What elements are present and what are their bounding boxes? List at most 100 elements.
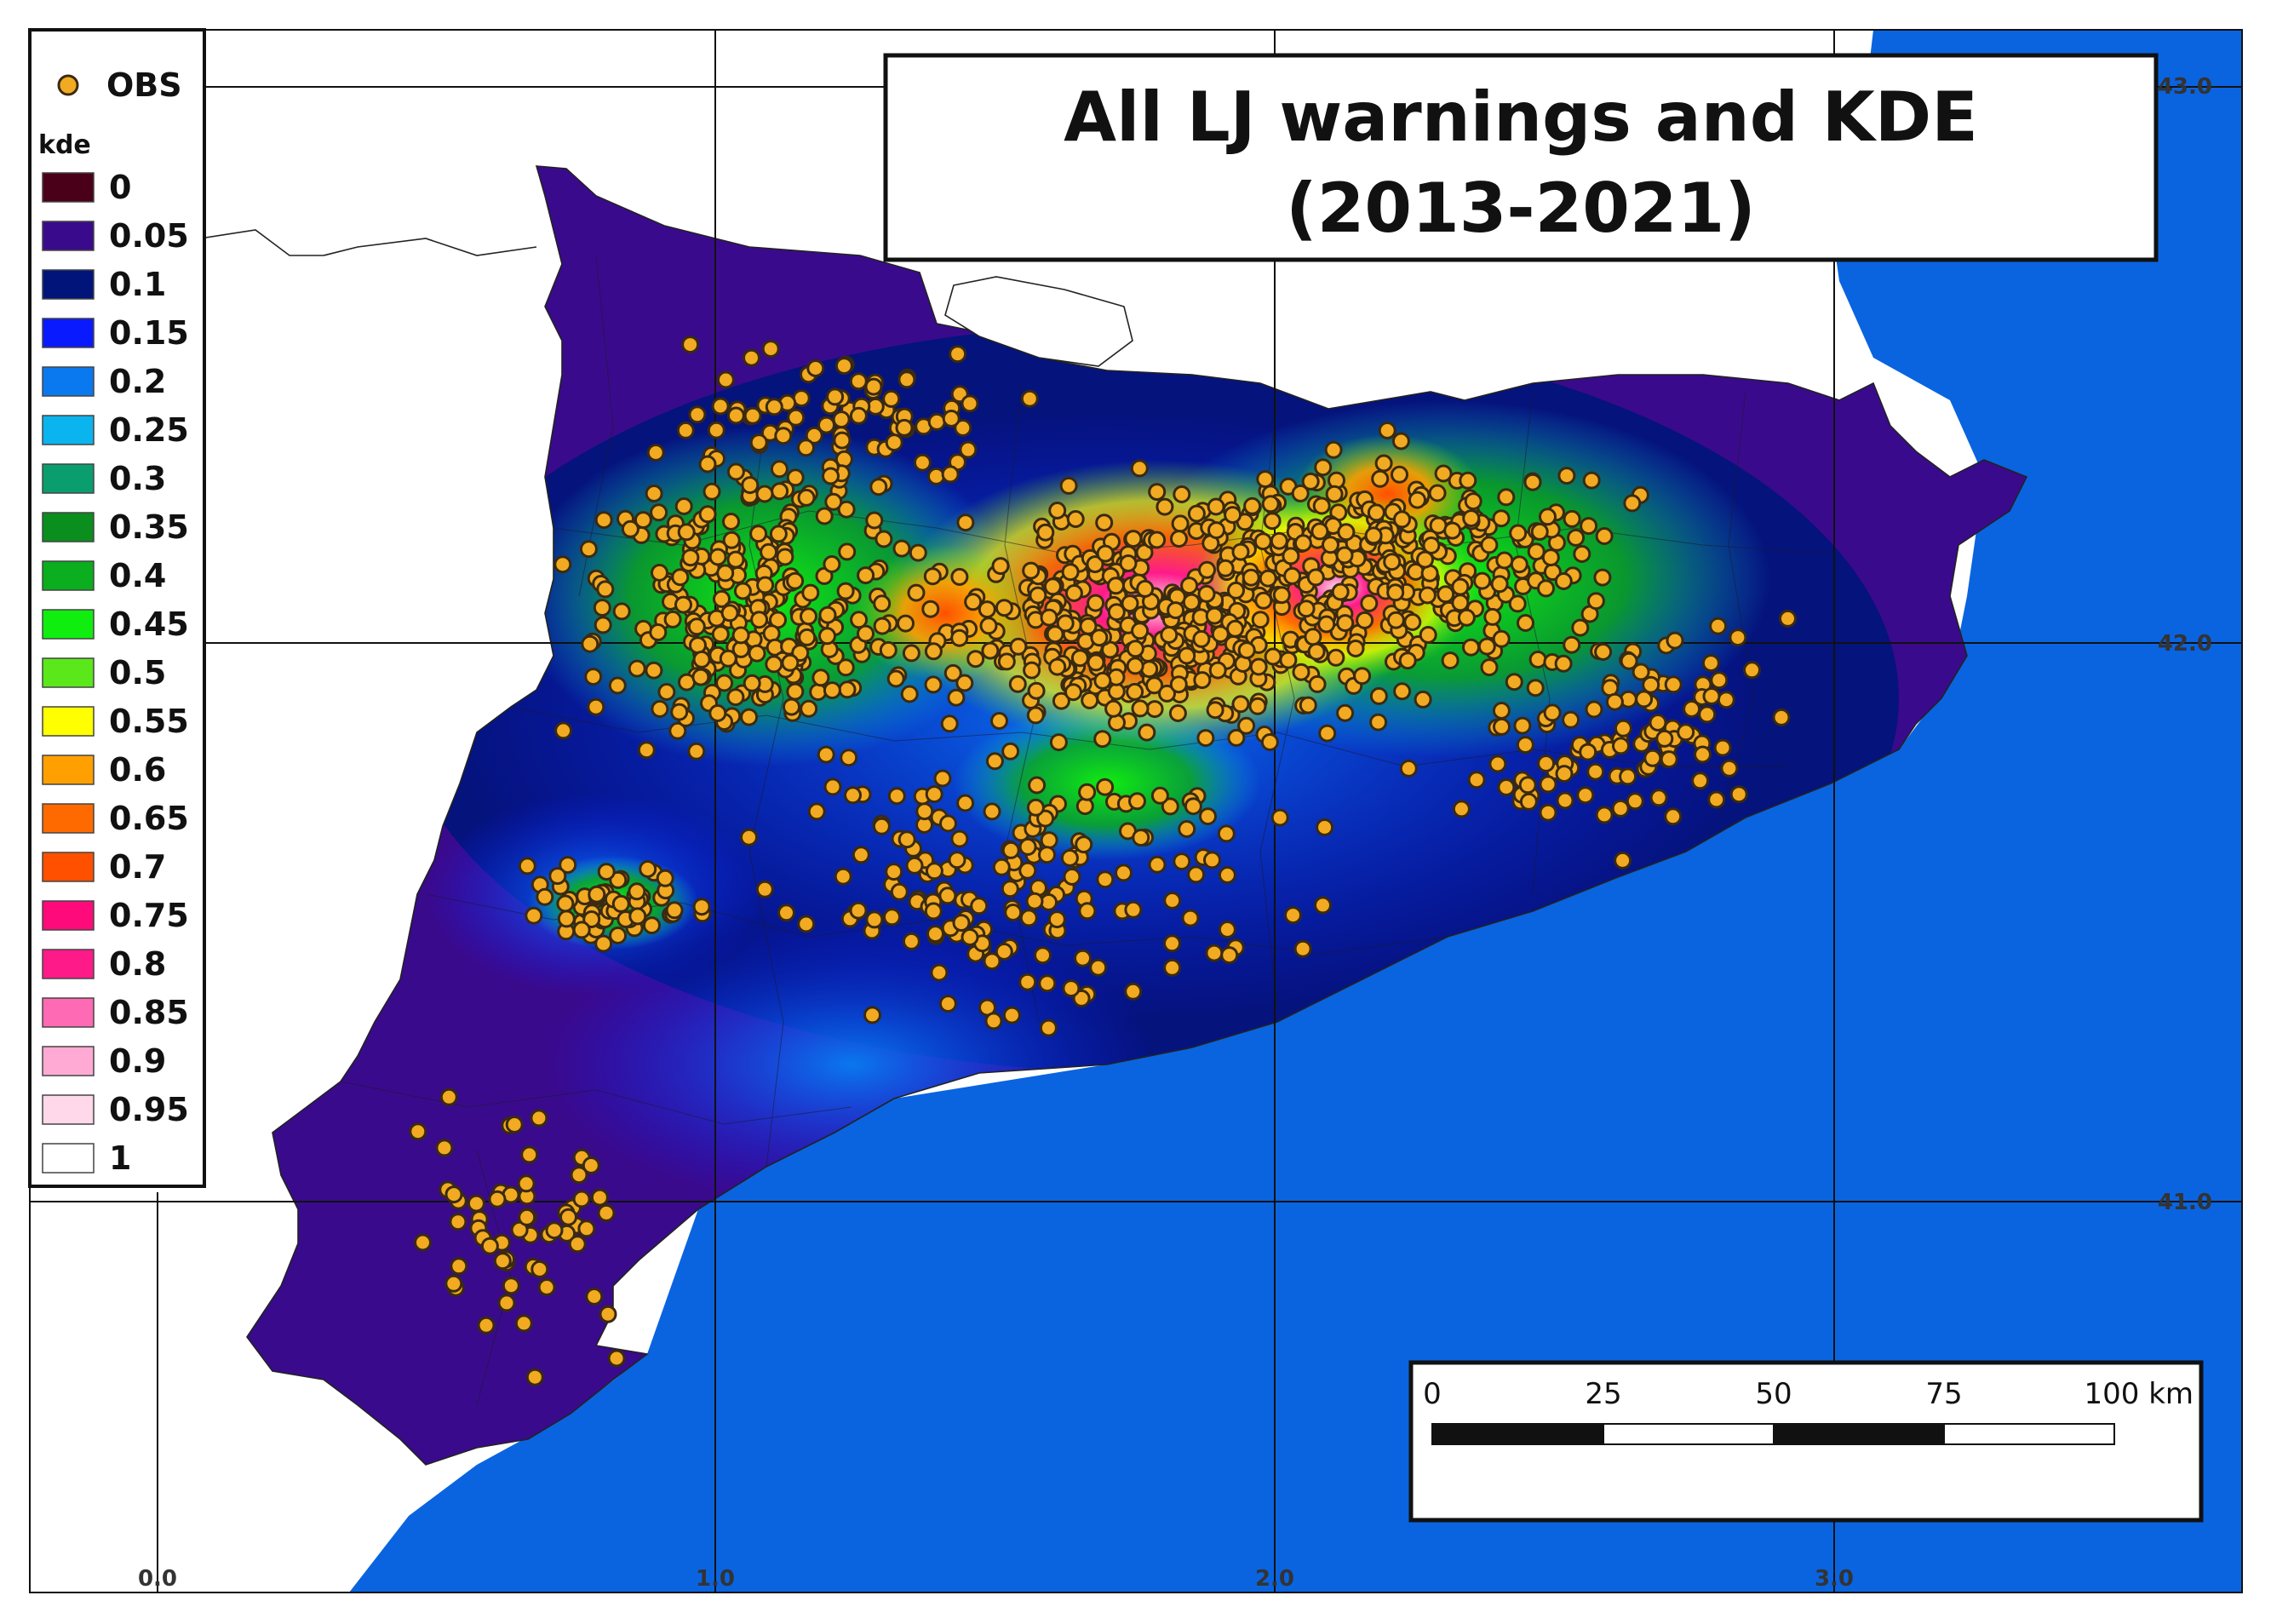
obs-point xyxy=(1517,614,1534,632)
obs-point xyxy=(798,628,817,646)
obs-point xyxy=(628,659,646,678)
legend-class-label: 0.15 xyxy=(109,314,189,352)
obs-point xyxy=(1393,682,1412,701)
obs-point xyxy=(585,1288,604,1306)
obs-point xyxy=(826,387,845,406)
obs-point xyxy=(1026,798,1045,817)
obs-point xyxy=(992,858,1011,876)
obs-point xyxy=(556,894,575,913)
legend-class-label: 0.55 xyxy=(109,703,189,740)
scale-tick-100km: 100 km xyxy=(2084,1377,2194,1411)
obs-point xyxy=(869,478,888,496)
obs-point xyxy=(997,652,1016,671)
obs-legend-label: OBS xyxy=(106,66,182,104)
obs-point xyxy=(726,406,745,425)
obs-point xyxy=(559,856,577,875)
obs-point xyxy=(537,1278,556,1296)
obs-point xyxy=(1231,695,1250,714)
obs-point xyxy=(755,880,774,898)
obs-point xyxy=(1218,866,1236,884)
obs-point xyxy=(760,542,778,561)
obs-point xyxy=(639,860,657,878)
obs-point xyxy=(1554,572,1573,590)
obs-point xyxy=(749,433,768,452)
obs-point xyxy=(1490,575,1509,594)
legend-class-label: 0.1 xyxy=(109,266,166,303)
obs-point xyxy=(1156,497,1174,516)
obs-point xyxy=(1148,483,1167,502)
obs-point xyxy=(545,1221,564,1240)
obs-point xyxy=(1018,973,1037,991)
obs-point xyxy=(1115,864,1133,882)
obs-point xyxy=(1414,690,1432,709)
obs-point xyxy=(776,548,794,566)
legend-class-label: 0.65 xyxy=(109,800,189,837)
obs-point xyxy=(1160,626,1179,644)
obs-point xyxy=(864,377,883,396)
legend-swatch xyxy=(42,366,95,397)
obs-point xyxy=(708,548,727,566)
obs-point xyxy=(1282,547,1300,565)
legend-class-label: 0.25 xyxy=(109,411,189,449)
obs-point xyxy=(1480,658,1499,677)
obs-point xyxy=(681,548,700,567)
obs-point xyxy=(956,794,975,812)
obs-point xyxy=(1632,663,1650,681)
obs-point xyxy=(1019,909,1038,927)
obs-point xyxy=(939,814,957,833)
obs-point xyxy=(1096,544,1115,563)
obs-point xyxy=(818,627,836,646)
obs-point xyxy=(822,467,840,485)
obs-point xyxy=(449,1213,467,1231)
obs-point xyxy=(1136,579,1155,598)
obs-point xyxy=(657,683,676,701)
obs-point xyxy=(983,952,1001,971)
obs-point xyxy=(665,901,684,920)
obs-point xyxy=(797,488,816,507)
legend-swatch xyxy=(42,755,95,785)
obs-point xyxy=(1586,762,1605,781)
obs-point xyxy=(1060,849,1079,867)
obs-point xyxy=(1022,561,1041,580)
obs-point xyxy=(800,699,818,718)
obs-point xyxy=(952,914,971,933)
obs-point xyxy=(1064,683,1082,702)
obs-point xyxy=(1505,673,1523,691)
obs-point xyxy=(1029,586,1047,605)
obs-point xyxy=(594,616,612,634)
legend-class-label: 0.95 xyxy=(109,1091,189,1128)
obs-point xyxy=(1539,775,1557,794)
obs-point xyxy=(1001,880,1019,898)
obs-point xyxy=(815,507,834,525)
obs-point xyxy=(873,594,892,613)
legend-swatch xyxy=(42,172,95,203)
obs-point xyxy=(609,870,628,889)
obs-point xyxy=(671,568,690,587)
obs-point xyxy=(1093,730,1112,749)
obs-point xyxy=(1642,675,1660,694)
obs-point xyxy=(882,389,901,408)
obs-point xyxy=(1586,592,1605,611)
obs-point xyxy=(832,410,851,429)
obs-point xyxy=(781,653,800,672)
obs-point xyxy=(1251,611,1270,629)
obs-point xyxy=(1182,593,1201,611)
obs-point xyxy=(621,519,639,538)
obs-point xyxy=(984,1012,1003,1030)
obs-point xyxy=(1327,648,1345,667)
obs-point xyxy=(1419,626,1437,644)
obs-point xyxy=(612,602,631,621)
obs-point xyxy=(645,485,663,502)
obs-point xyxy=(1772,708,1791,726)
obs-point xyxy=(1034,946,1052,965)
obs-point xyxy=(1131,699,1150,718)
obs-point xyxy=(1664,675,1683,694)
obs-point xyxy=(582,1156,600,1174)
obs-point xyxy=(681,336,700,354)
obs-point xyxy=(1519,792,1538,811)
obs-point xyxy=(1095,514,1114,532)
obs-point xyxy=(1567,528,1586,547)
obs-point xyxy=(733,582,752,600)
obs-point xyxy=(1324,440,1343,459)
obs-point xyxy=(599,1305,617,1323)
